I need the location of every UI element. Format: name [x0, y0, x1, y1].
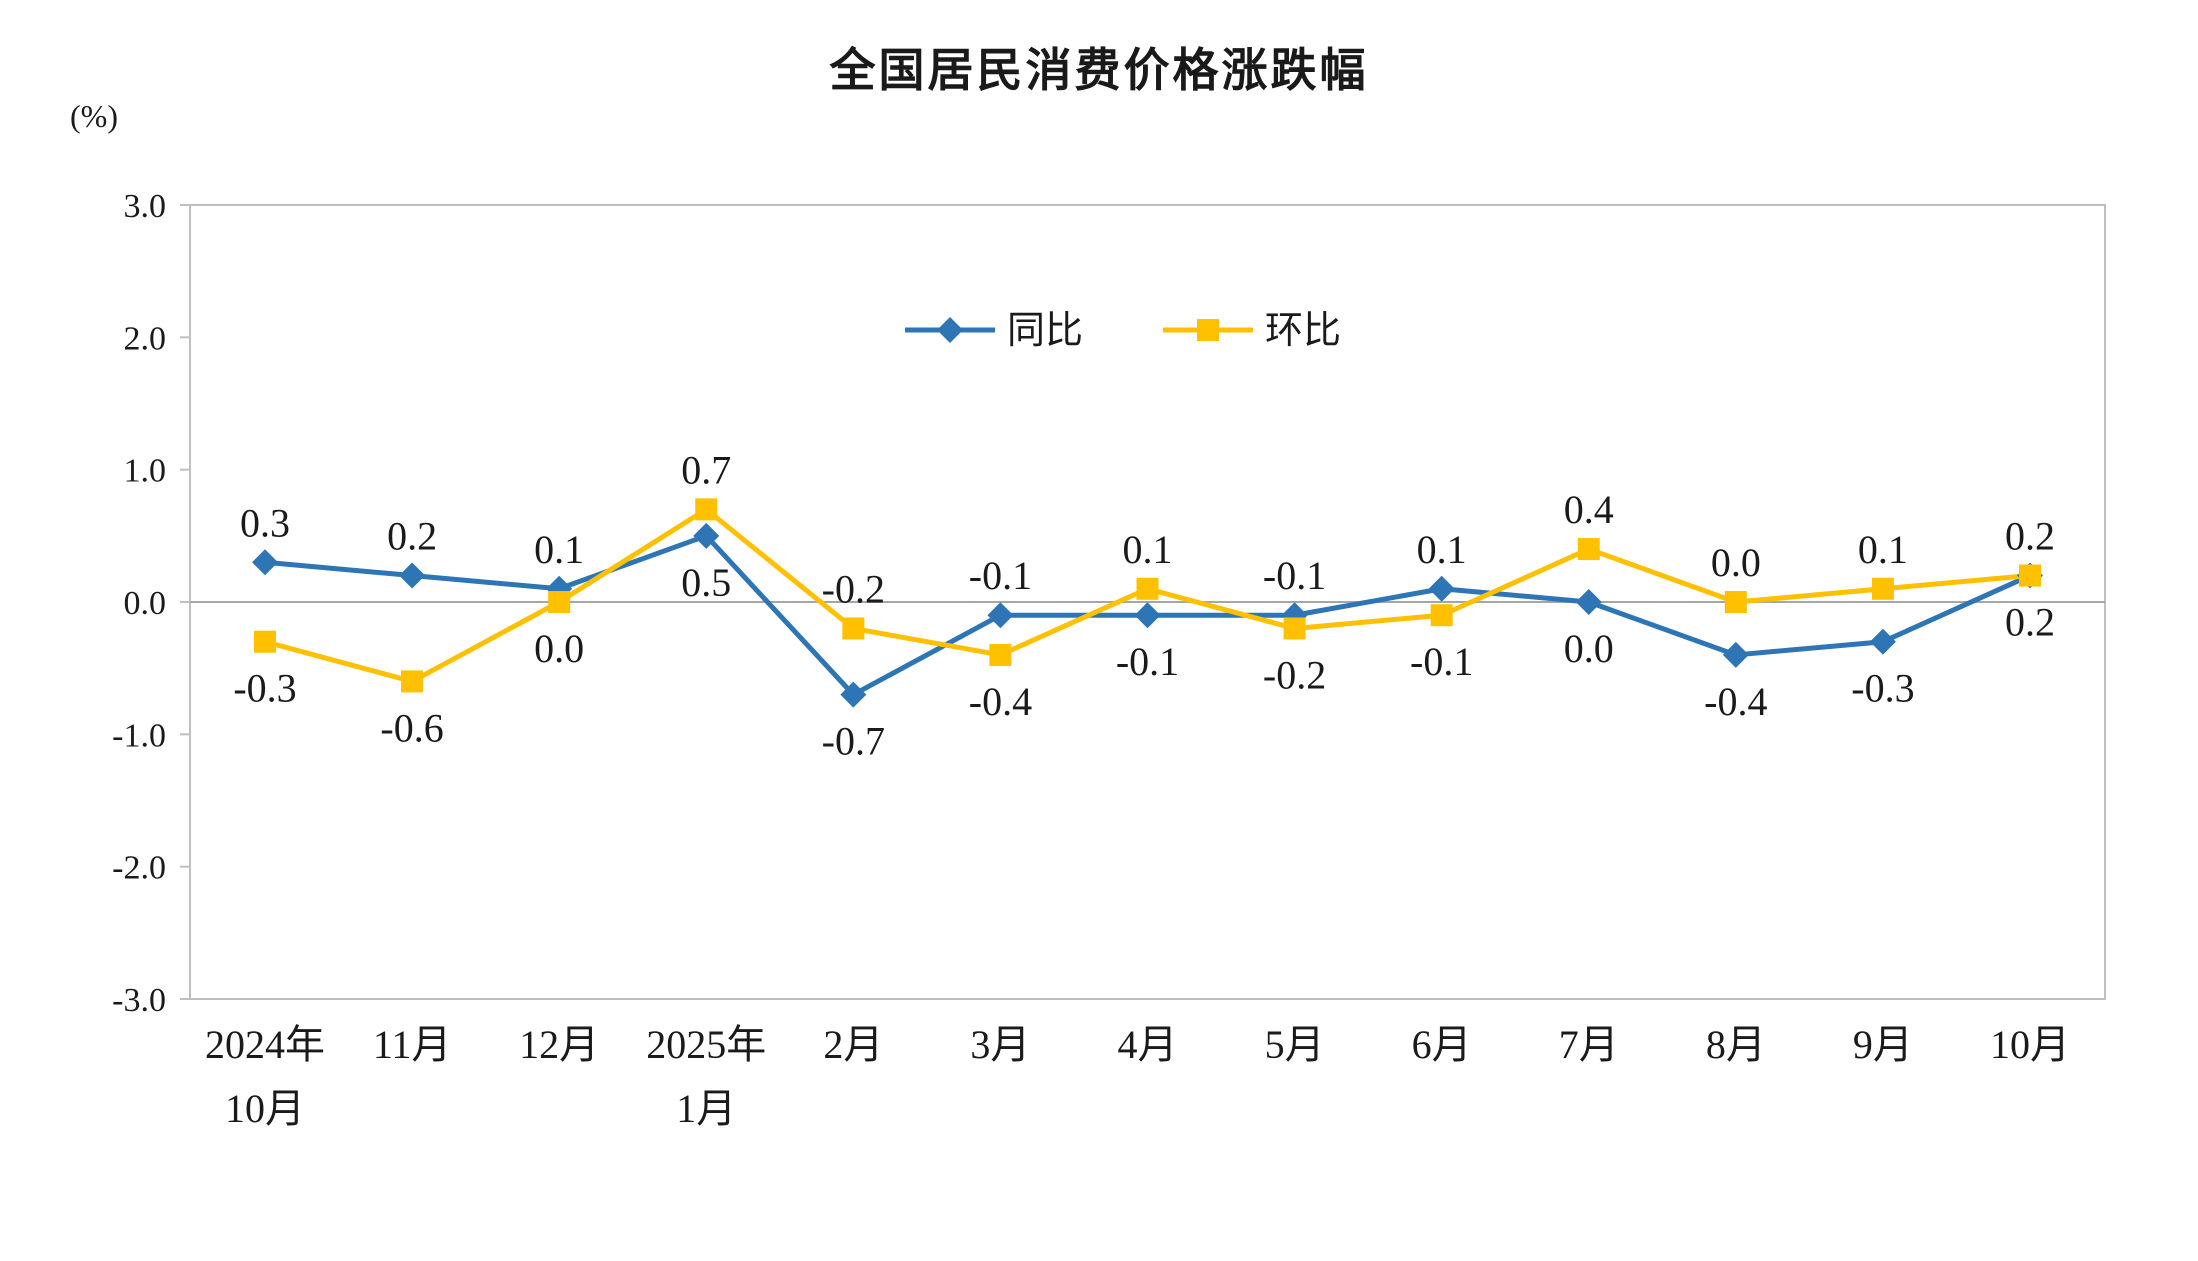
legend-item-label-tongbi: 同比 — [1007, 310, 1083, 352]
data-label-tongbi: -0.1 — [1116, 639, 1179, 684]
series-marker-huanbi — [548, 591, 571, 613]
series-marker-huanbi — [1136, 577, 1159, 600]
series-marker-tongbi — [1722, 641, 1749, 668]
x-tick-label: 10月 — [1990, 1022, 2070, 1067]
legend-marker-tongbi — [937, 317, 963, 343]
series-marker-huanbi — [1871, 577, 1894, 600]
x-tick-label: 12月 — [519, 1022, 599, 1067]
x-tick-label: 6月 — [1412, 1022, 1472, 1067]
series-marker-huanbi — [842, 617, 865, 640]
series-marker-tongbi — [399, 562, 426, 589]
data-label-huanbi: -0.2 — [822, 566, 885, 611]
legend: 同比 环比 — [905, 310, 1341, 352]
y-tick-label: 3.0 — [124, 188, 167, 225]
series-marker-tongbi — [840, 681, 867, 708]
data-label-tongbi: 0.0 — [1564, 626, 1614, 671]
series-marker-huanbi — [2019, 564, 2041, 587]
data-label-huanbi: 0.1 — [1858, 527, 1908, 572]
data-label-tongbi: -0.7 — [822, 719, 885, 764]
x-tick-label: 10月 — [225, 1086, 305, 1131]
series-marker-huanbi — [1430, 604, 1453, 627]
x-tick-label: 4月 — [1118, 1022, 1178, 1067]
x-tick-label: 7月 — [1559, 1022, 1619, 1067]
x-tick-label: 2024年 — [205, 1022, 325, 1067]
series-marker-tongbi — [1869, 628, 1896, 655]
series-marker-huanbi — [695, 498, 718, 521]
legend-marker-huanbi — [1197, 319, 1219, 341]
series-marker-tongbi — [1428, 575, 1455, 602]
series-marker-huanbi — [401, 670, 424, 693]
series-marker-huanbi — [1577, 538, 1600, 561]
data-label-tongbi: 0.5 — [681, 560, 731, 605]
x-tick-label: 11月 — [373, 1022, 452, 1067]
data-label-huanbi: 0.7 — [681, 447, 731, 492]
x-tick-label: 1月 — [676, 1086, 736, 1131]
x-tick-label: 3月 — [970, 1022, 1030, 1067]
data-label-tongbi: -0.1 — [1263, 553, 1326, 598]
data-label-huanbi: -0.2 — [1263, 652, 1326, 697]
data-label-tongbi: 0.1 — [534, 527, 584, 572]
legend-item-label-huanbi: 环比 — [1265, 310, 1341, 352]
series-marker-tongbi — [1575, 589, 1602, 615]
data-label-huanbi: 0.0 — [534, 626, 584, 671]
data-label-huanbi: 0.4 — [1564, 487, 1614, 532]
x-tick-label: 2025年 — [646, 1022, 766, 1067]
data-label-tongbi: 0.1 — [1417, 527, 1467, 572]
data-label-huanbi: -0.3 — [233, 666, 296, 711]
series-marker-tongbi — [252, 549, 278, 576]
y-tick-label: 2.0 — [124, 320, 167, 357]
y-tick-label: 1.0 — [124, 453, 167, 490]
series-marker-huanbi — [989, 643, 1012, 666]
x-tick-label: 5月 — [1265, 1022, 1325, 1067]
series-marker-huanbi — [1724, 591, 1747, 613]
data-label-tongbi: -0.3 — [1851, 666, 1914, 711]
y-axis-unit-label: (%) — [70, 98, 118, 134]
series-marker-tongbi — [1134, 602, 1161, 629]
data-label-tongbi: -0.4 — [1704, 679, 1767, 724]
data-label-tongbi: -0.1 — [969, 553, 1032, 598]
data-label-huanbi: -0.4 — [969, 679, 1032, 724]
data-label-tongbi: 0.2 — [2005, 600, 2055, 645]
y-tick-label: -2.0 — [112, 850, 166, 887]
x-tick-label: 9月 — [1853, 1022, 1913, 1067]
series-marker-huanbi — [1283, 617, 1306, 640]
data-label-huanbi: -0.6 — [380, 705, 443, 750]
data-label-huanbi: 0.0 — [1711, 540, 1761, 585]
x-tick-label: 2月 — [823, 1022, 883, 1067]
series-marker-huanbi — [254, 630, 276, 653]
data-label-tongbi: 0.2 — [387, 514, 437, 559]
data-label-huanbi: 0.1 — [1123, 527, 1173, 572]
x-tick-label: 8月 — [1706, 1022, 1766, 1067]
data-label-tongbi: 0.3 — [240, 500, 290, 545]
series-marker-tongbi — [693, 522, 720, 549]
y-tick-label: 0.0 — [124, 585, 167, 622]
y-tick-label: -3.0 — [112, 982, 166, 1019]
data-label-huanbi: -0.1 — [1410, 639, 1473, 684]
series-marker-tongbi — [987, 602, 1014, 629]
y-tick-label: -1.0 — [112, 717, 166, 754]
data-label-huanbi: 0.2 — [2005, 514, 2055, 559]
chart-title: 全国居民消费价格涨跌幅 — [829, 44, 1369, 96]
